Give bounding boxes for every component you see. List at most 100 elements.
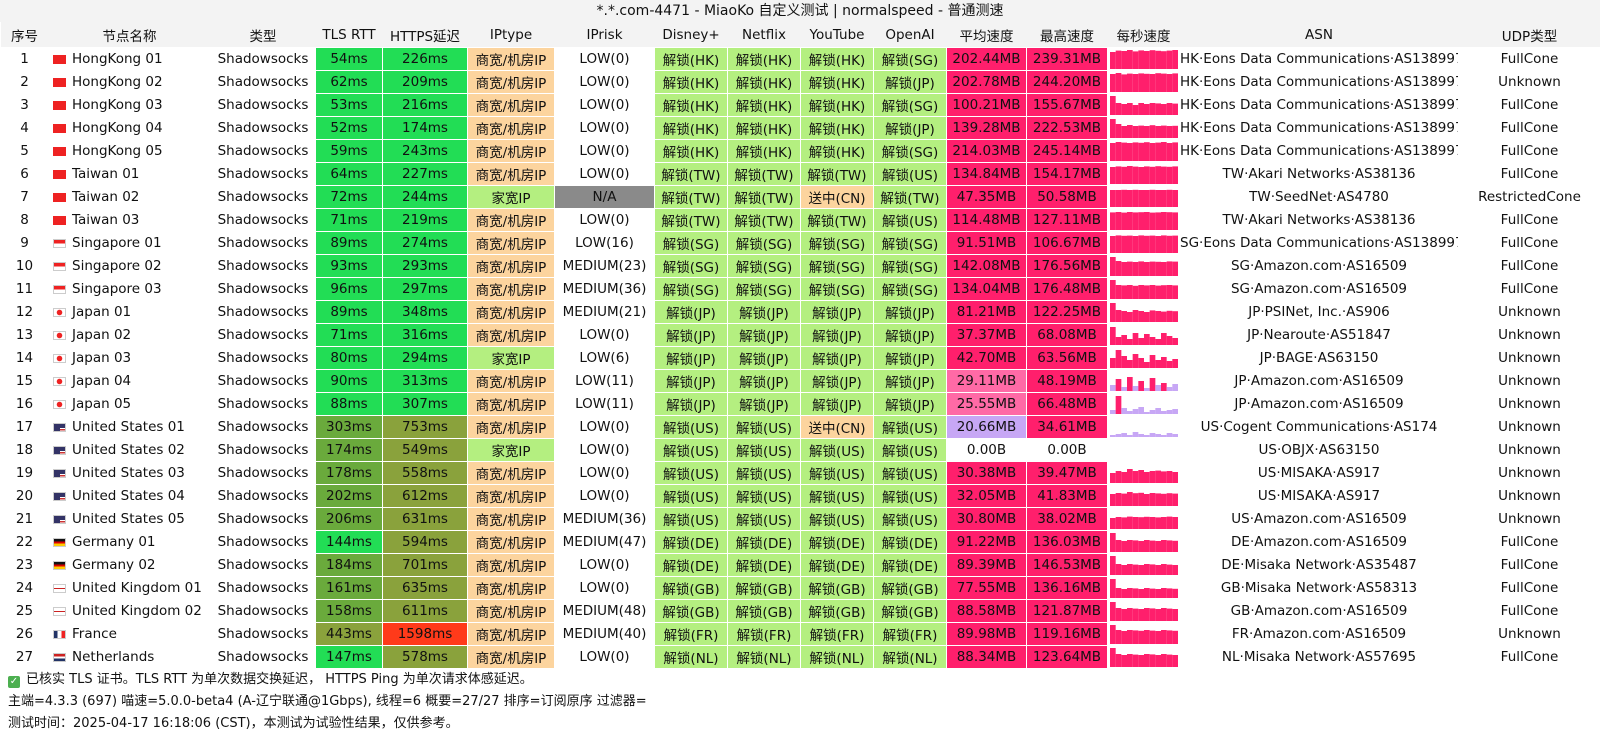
sparkline-bar [1126,540,1133,552]
table-row[interactable]: 19 United States 03 Shadowsocks 178ms 558ms 商… [0,461,1600,485]
table-row[interactable]: 3 HongKong 03 Shadowsocks 53ms 216ms 商宽/机房IP L… [0,93,1600,117]
speed-sparkline [1110,440,1178,460]
sparkline-bar [1149,50,1155,69]
proxy-type: Shadowsocks [210,139,316,163]
ip-type: 家宽IP [467,346,555,370]
netflix-unlock: 解锁(TW) [727,185,801,209]
tls-rtt: 71ms [315,323,383,347]
openai-unlock: 解锁(US) [873,507,947,531]
table-row[interactable]: 4 HongKong 04 Shadowsocks 52ms 174ms 商宽/机房IP L… [0,116,1600,140]
sparkline-bar [1154,589,1161,598]
proxy-type: Shadowsocks [210,185,316,209]
proxy-type: Shadowsocks [210,484,316,508]
table-row[interactable]: 6 Taiwan 01 Shadowsocks 64ms 227ms 商宽/机房IP LOW… [0,162,1600,186]
table-row[interactable]: 18 United States 02 Shadowsocks 174ms 549ms 家… [0,438,1600,462]
table-row[interactable]: 12 Japan 01 Shadowsocks 89ms 348ms 商宽/机房IP MED… [0,300,1600,324]
sparkline-bar [1149,143,1155,161]
sparkline-bar [1166,189,1172,207]
table-row[interactable]: 17 United States 01 Shadowsocks 303ms 753ms 商… [0,415,1600,439]
ip-risk: N/A [554,185,655,209]
max-speed: 122.25MB [1026,300,1108,324]
udp-type: FullCone [1458,277,1600,301]
per-second-speed [1107,162,1180,186]
ip-risk: LOW(0) [554,438,655,462]
sparkline-bar [1120,166,1127,184]
sparkline-bar [1166,261,1172,276]
table-row[interactable]: 15 Japan 04 Shadowsocks 90ms 313ms 商宽/机房IP LOW… [0,369,1600,393]
udp-type: FullCone [1458,93,1600,117]
sparkline-bar [1137,358,1144,368]
asn: JP·Amazon.com·AS16509 [1179,369,1459,393]
speed-sparkline [1109,377,1178,391]
table-row[interactable]: 20 United States 04 Shadowsocks 202ms 612ms 商… [0,484,1600,508]
node-name-cell: Taiwan 01 [48,162,211,186]
max-speed: 245.14MB [1026,139,1108,163]
table-row[interactable]: 8 Taiwan 03 Shadowsocks 71ms 219ms 商宽/机房IP LOW… [0,208,1600,232]
table-row[interactable]: 1 HongKong 01 Shadowsocks 54ms 226ms 商宽/机房IP L… [0,47,1600,71]
table-row[interactable]: 24 United Kingdom 01 Shadowsocks 161ms 635ms… [0,576,1600,600]
speed-sparkline [1109,257,1178,276]
table-row[interactable]: 16 Japan 05 Shadowsocks 88ms 307ms 商宽/机房IP LOW… [0,392,1600,416]
table-row[interactable]: 14 Japan 03 Shadowsocks 80ms 294ms 家宽IP LOW(6)… [0,346,1600,370]
disney-unlock: 解锁(US) [654,507,728,531]
table-row[interactable]: 2 HongKong 02 Shadowsocks 62ms 209ms 商宽/机房IP L… [0,70,1600,94]
netflix-unlock: 解锁(HK) [727,116,801,140]
sparkline-bar [1115,142,1121,161]
row-index: 5 [0,139,49,163]
node-name: Germany 02 [72,557,156,573]
table-row[interactable]: 7 Taiwan 02 Shadowsocks 72ms 244ms 家宽IP N/A 解锁(… [0,185,1600,209]
table-row[interactable]: 10 Singapore 02 Shadowsocks 93ms 293ms 商宽/机房I… [0,254,1600,278]
openai-unlock: 解锁(US) [873,484,947,508]
youtube-unlock: 解锁(DE) [800,530,874,554]
row-index: 20 [0,484,49,508]
ip-risk: MEDIUM(47) [554,530,655,554]
sparkline-bar [1143,516,1150,529]
udp-type: Unknown [1458,323,1600,347]
ip-type: 商宽/机房IP [467,93,555,117]
sparkline-bar [1154,73,1161,92]
max-speed: 119.16MB [1026,622,1108,646]
column-header: OpenAI [873,22,947,48]
ip-risk: MEDIUM(48) [554,599,655,623]
tls-rtt: 89ms [315,231,383,255]
sparkline-bar [1120,565,1127,575]
table-row[interactable]: 9 Singapore 01 Shadowsocks 89ms 274ms 商宽/机房IP… [0,231,1600,255]
check-icon: ✓ [8,676,20,688]
sparkline-bar [1171,212,1178,230]
youtube-unlock: 解锁(JP) [800,346,874,370]
table-row[interactable]: 23 Germany 02 Shadowsocks 184ms 701ms 商宽/机房IP… [0,553,1600,577]
table-row[interactable]: 25 United Kingdom 02 Shadowsocks 158ms 611ms… [0,599,1600,623]
table-row[interactable]: 26 France Shadowsocks 443ms 1598ms 商宽/机房IP MED… [0,622,1600,646]
udp-type: Unknown [1458,346,1600,370]
table-row[interactable]: 13 Japan 02 Shadowsocks 71ms 316ms 商宽/机房IP LOW… [0,323,1600,347]
sparkline-bar [1137,492,1144,506]
ip-risk: LOW(0) [554,47,655,71]
sparkline-bar [1120,51,1127,69]
openai-unlock: 解锁(GB) [873,576,947,600]
sparkline-bar [1160,540,1167,552]
table-row[interactable]: 21 United States 05 Shadowsocks 206ms 631ms 商… [0,507,1600,531]
table-row[interactable]: 22 Germany 01 Shadowsocks 144ms 594ms 商宽/机房IP… [0,530,1600,554]
node-name: Singapore 01 [72,235,162,251]
sparkline-bar [1171,261,1178,276]
table-row[interactable]: 5 HongKong 05 Shadowsocks 59ms 243ms 商宽/机房IP L… [0,139,1600,163]
sparkline-bar [1160,608,1167,621]
sparkline-bar [1109,385,1116,391]
sparkline-bar [1143,494,1150,506]
max-speed: 155.67MB [1026,93,1108,117]
sparkline-bar [1171,235,1178,253]
youtube-unlock: 解锁(JP) [800,369,874,393]
table-row[interactable]: 11 Singapore 03 Shadowsocks 96ms 297ms 商宽/机房I… [0,277,1600,301]
sparkline-bar [1132,310,1138,322]
speed-sparkline [1109,396,1178,414]
table-row[interactable]: 27 Netherlands Shadowsocks 147ms 578ms 商宽/机房I… [0,645,1600,669]
https-latency: 209ms [382,70,468,94]
netflix-unlock: 解锁(US) [727,507,801,531]
disney-unlock: 解锁(HK) [654,70,728,94]
tls-rtt: 158ms [315,599,383,623]
sparkline-bar [1171,359,1178,368]
asn: TW·Akari Networks·AS38136 [1179,162,1459,186]
sparkline-bar [1120,493,1127,506]
youtube-unlock: 解锁(TW) [800,208,874,232]
node-name: United States 04 [72,488,185,504]
